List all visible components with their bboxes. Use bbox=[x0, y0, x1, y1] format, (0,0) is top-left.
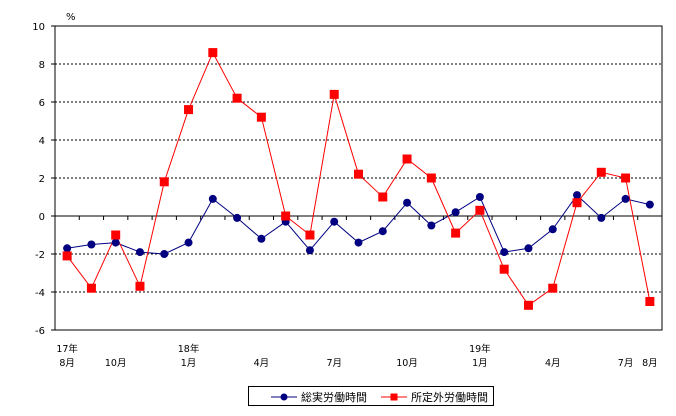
series-1-point bbox=[596, 167, 606, 177]
gridlines bbox=[55, 63, 662, 293]
series-0-point bbox=[451, 208, 460, 217]
legend-item-total-hours: 総実労働時間 bbox=[271, 389, 367, 405]
y-tick-label: 4 bbox=[39, 136, 45, 147]
series-0-point bbox=[208, 194, 217, 203]
series-1-point bbox=[208, 48, 218, 58]
legend-label-total-hours: 総実労働時間 bbox=[301, 391, 367, 404]
series-markers bbox=[62, 48, 655, 310]
series-1-point bbox=[62, 251, 72, 261]
y-tick-label: 2 bbox=[39, 174, 45, 185]
y-tick-labels: -6 -4 -2 0 2 4 6 8 10 bbox=[32, 22, 45, 337]
series-0-point bbox=[378, 227, 387, 236]
y-tick-label: -2 bbox=[35, 250, 45, 261]
series-0-point bbox=[87, 240, 96, 249]
x-tick-label-year: 19年 bbox=[469, 343, 491, 355]
x-tick-labels: 17年 8月 10月 18年 1月 4月 7月 10月 19年 1月 4月 7月 8月 bbox=[56, 343, 657, 369]
series-1-point bbox=[111, 230, 121, 240]
x-tick-label-month: 4月 bbox=[545, 358, 561, 369]
legend-label-overtime-hours: 所定外労働時間 bbox=[411, 391, 488, 404]
legend-item-overtime-hours: 所定外労働時間 bbox=[381, 389, 488, 405]
series-1-point bbox=[645, 297, 655, 306]
series-0-point bbox=[184, 238, 193, 247]
series-1-point bbox=[159, 177, 169, 187]
series-0-point bbox=[330, 217, 339, 226]
x-tick-label-month: 8月 bbox=[59, 358, 75, 369]
series-1-point bbox=[451, 228, 461, 238]
series-0-point bbox=[403, 198, 412, 207]
series-1-point bbox=[135, 281, 145, 291]
x-tick-label-month: 7月 bbox=[326, 358, 342, 369]
y-axis-unit: % bbox=[66, 12, 76, 23]
series-1-point bbox=[232, 93, 242, 103]
y-tick-label: -6 bbox=[35, 326, 45, 337]
series-0-point bbox=[305, 246, 314, 255]
series-1-point bbox=[256, 112, 266, 122]
series-1-point bbox=[572, 198, 582, 208]
series-0-point bbox=[233, 213, 242, 222]
series-0-point bbox=[524, 244, 533, 253]
series-1-point bbox=[305, 230, 315, 240]
series-0-point bbox=[427, 221, 436, 230]
x-tick-label-month: 1月 bbox=[472, 358, 488, 369]
series-0-point bbox=[597, 213, 606, 222]
series-1-point bbox=[523, 300, 533, 310]
series-1-point bbox=[354, 169, 363, 179]
series-0-point bbox=[111, 238, 120, 247]
legend-swatch-circle bbox=[271, 393, 297, 401]
series-1-point bbox=[281, 211, 291, 221]
series-0-point bbox=[354, 238, 363, 247]
series-0-point bbox=[63, 244, 72, 253]
x-tick-label-month: 10月 bbox=[396, 358, 418, 369]
series-1-point bbox=[329, 89, 339, 99]
series-1-point bbox=[548, 283, 558, 293]
series-0-point bbox=[135, 248, 144, 257]
series-1-point bbox=[378, 192, 388, 202]
y-tick-label: 0 bbox=[39, 212, 45, 223]
x-tick-label-month: 8月 bbox=[642, 358, 658, 369]
series-1-point bbox=[499, 264, 509, 274]
x-tick-label-year: 18年 bbox=[178, 343, 200, 355]
series-1-point bbox=[86, 283, 96, 293]
series-1-point bbox=[475, 205, 485, 215]
x-tick-label-month: 7月 bbox=[618, 358, 634, 369]
y-tick-label: -4 bbox=[35, 288, 45, 299]
x-tick-label-month: 1月 bbox=[181, 358, 197, 369]
legend: 総実労働時間 所定外労働時間 bbox=[248, 386, 494, 406]
series-0-point bbox=[645, 200, 654, 209]
series-0-point bbox=[548, 225, 557, 234]
series-1-point bbox=[426, 173, 436, 183]
series-0-point bbox=[160, 250, 169, 258]
y-tick-label: 6 bbox=[39, 98, 45, 109]
series-1-point bbox=[184, 105, 194, 115]
x-tick-label-month: 10月 bbox=[105, 358, 127, 369]
x-tick-label-month: 4月 bbox=[254, 358, 270, 369]
y-tick-label: 10 bbox=[32, 22, 45, 33]
y-tick-label: 8 bbox=[39, 60, 45, 71]
series-0-point bbox=[621, 194, 630, 203]
series-0-point bbox=[500, 248, 509, 257]
x-tick-label-year: 17年 bbox=[56, 343, 78, 355]
series-0-point bbox=[257, 234, 266, 243]
series-1-point bbox=[621, 173, 631, 183]
series-0-point bbox=[475, 193, 484, 201]
series-line-1 bbox=[66, 51, 651, 307]
series-0-point bbox=[573, 191, 582, 200]
series-lines bbox=[66, 51, 651, 307]
legend-swatch-square bbox=[381, 393, 407, 401]
series-1-point bbox=[402, 154, 412, 164]
